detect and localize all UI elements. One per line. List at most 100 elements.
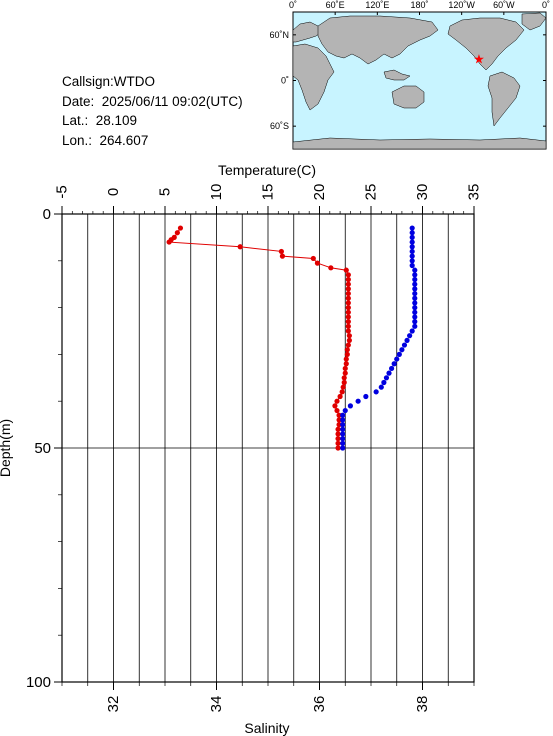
data-point (412, 286, 418, 292)
data-point (396, 351, 402, 357)
data-point (341, 379, 347, 386)
depth-tick-labels: 0 50 100 (26, 206, 51, 691)
data-point (378, 384, 384, 390)
data-point (278, 248, 284, 255)
data-point (373, 389, 379, 395)
data-point (383, 375, 390, 381)
data-point (412, 300, 418, 306)
data-point (177, 225, 184, 231)
temperature-axis-label: Temperature(C) (218, 162, 316, 178)
depth-axis-label: Depth(m) (0, 419, 13, 477)
data-point (401, 342, 408, 348)
data-point (335, 440, 341, 446)
data-point (407, 333, 413, 339)
series-layer (166, 225, 418, 451)
data-point (340, 417, 346, 423)
land-asia (317, 15, 439, 65)
data-point (412, 281, 418, 287)
data-point (314, 260, 321, 266)
temperature-tick-label: 0 (105, 188, 122, 196)
salinity-tick-label: 36 (311, 696, 328, 713)
data-point (344, 351, 350, 357)
salinity-tick-label: 32 (105, 696, 122, 713)
temperature-tick-label: -5 (54, 185, 71, 198)
data-point (342, 370, 348, 376)
world-map: 0˚ 60˚E 120˚E 180˚ 120˚W 60˚W 0˚ 60˚N 0˚ 60˚S ★ (269, 0, 550, 150)
data-point (344, 347, 350, 353)
land-australia (391, 85, 425, 109)
data-point (174, 230, 180, 236)
data-point (340, 426, 346, 432)
data-point (336, 422, 342, 428)
map-longitude-label: 120˚E (365, 0, 389, 10)
map-latitude-label: 0˚ (281, 76, 289, 86)
salinity-axis-label: Salinity (244, 720, 289, 736)
map-longitude-label: 60˚E (326, 0, 345, 10)
data-point (409, 253, 415, 259)
land-south-america (487, 71, 521, 127)
data-point (340, 440, 346, 446)
data-point (336, 417, 342, 423)
temperature-tick-label: 20 (311, 184, 328, 201)
data-point (328, 265, 334, 271)
data-point (345, 314, 351, 320)
data-point (412, 319, 418, 325)
map-latitude-label: 60˚S (270, 121, 289, 131)
map-labels: 0˚ 60˚E 120˚E 180˚ 120˚W 60˚W 0˚ 60˚N 0˚ 60˚S (269, 0, 550, 131)
longitude-label: Lon.: 264.607 (62, 132, 149, 148)
data-point (279, 253, 286, 259)
temperature-tick-label: 5 (157, 188, 174, 196)
data-point (363, 393, 369, 400)
data-point (355, 398, 361, 404)
data-point (409, 244, 415, 250)
temperature-tick-label: 25 (363, 184, 380, 201)
data-point (334, 398, 340, 404)
data-point (345, 295, 351, 301)
data-point (347, 403, 353, 409)
temperature-tick-label: 15 (260, 184, 277, 201)
land-greenland (521, 12, 547, 31)
data-point (340, 436, 346, 442)
data-point (310, 255, 316, 262)
map-longitude-label: 180˚ (410, 0, 428, 10)
data-point (412, 323, 418, 329)
data-point (412, 295, 418, 301)
data-point (345, 328, 351, 334)
data-point (412, 267, 418, 273)
data-point (346, 337, 352, 343)
temperature-tick-label: 35 (466, 184, 483, 201)
data-point (409, 225, 415, 231)
station-info: Callsign:WTDO Date: 2025/06/11 09:02(UTC… (62, 72, 243, 150)
data-point (343, 267, 349, 273)
salinity-tick-labels: 32 34 36 38 (105, 696, 431, 713)
data-point (342, 365, 348, 372)
salinity-tick-label: 34 (208, 696, 225, 713)
data-point (412, 314, 418, 320)
salinity-tick-label: 38 (414, 696, 431, 713)
data-point (340, 412, 346, 418)
land-north-america (447, 17, 525, 71)
data-point (345, 272, 351, 278)
data-point (399, 347, 405, 353)
data-point (168, 237, 174, 243)
data-point (337, 393, 343, 400)
land-africa (292, 43, 335, 111)
temperature-tick-label: 10 (208, 184, 225, 201)
data-point (343, 356, 349, 362)
map-longitude-label: 0˚ (289, 0, 297, 10)
data-point (345, 290, 351, 297)
data-point (345, 276, 351, 283)
data-point (166, 239, 172, 245)
data-point (342, 407, 348, 414)
data-point (409, 262, 415, 269)
series-1 (340, 225, 418, 451)
data-point (335, 431, 341, 437)
data-point (394, 356, 400, 362)
data-point (339, 389, 345, 395)
data-point (340, 445, 346, 451)
data-point (335, 436, 341, 442)
data-point (389, 365, 395, 372)
data-point (412, 290, 418, 297)
data-point (409, 248, 415, 255)
data-point (332, 403, 338, 409)
